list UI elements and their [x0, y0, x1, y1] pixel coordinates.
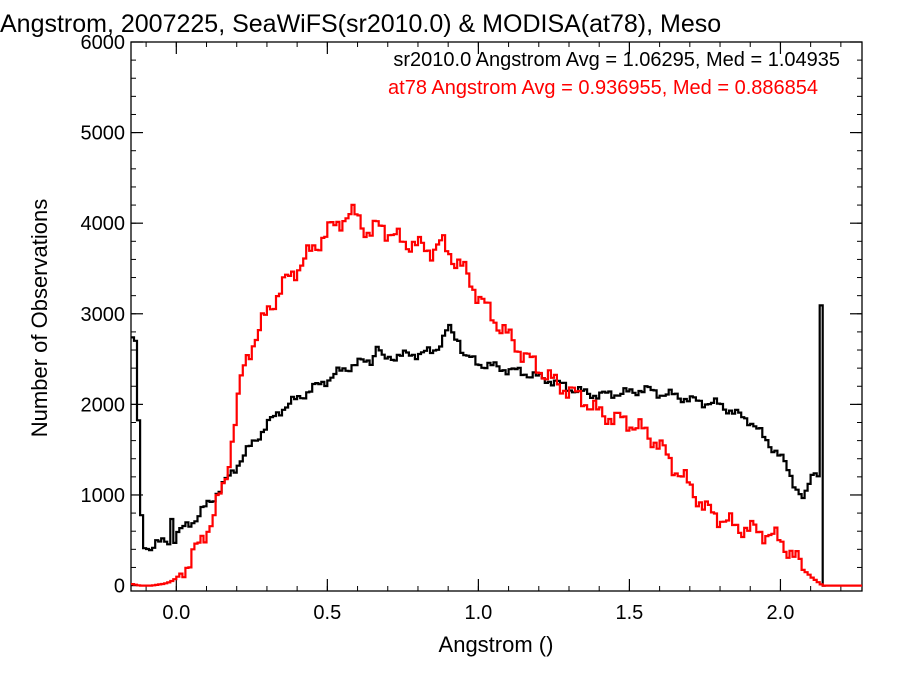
plot-area: 0.0 0.5 1.0 1.5 2.0 0 1000 2000 3000 4000 5000 6000: [81, 32, 863, 624]
legend-entry-at78: at78 Angstrom Avg = 0.936955, Med = 0.88…: [388, 77, 818, 99]
y-tick-label: 3000: [81, 304, 126, 326]
y-tick-label: 0: [114, 576, 125, 598]
y-tick-label: 2000: [81, 394, 126, 416]
y-tick-label: 5000: [81, 123, 126, 145]
x-tick-label: 1.5: [616, 602, 644, 624]
y-tick-label: 6000: [81, 32, 126, 54]
chart-title: Angstrom, 2007225, SeaWiFS(sr2010.0) & M…: [0, 10, 721, 38]
x-tick-label: 0.5: [313, 602, 341, 624]
y-axis-label: Number of Observations: [27, 199, 52, 437]
series-line-at78: [131, 203, 862, 587]
x-tick-label: 2.0: [767, 602, 795, 624]
x-tick-label: 1.0: [464, 602, 492, 624]
y-tick-label: 4000: [81, 213, 126, 235]
series-line-sr2010: [131, 304, 826, 587]
y-tick-label: 1000: [81, 485, 126, 507]
x-axis-label: Angstrom (): [439, 632, 554, 657]
legend-entry-sr2010: sr2010.0 Angstrom Avg = 1.06295, Med = 1…: [393, 49, 840, 71]
plot-frame: [130, 41, 863, 592]
x-tick-label: 0.0: [162, 602, 190, 624]
